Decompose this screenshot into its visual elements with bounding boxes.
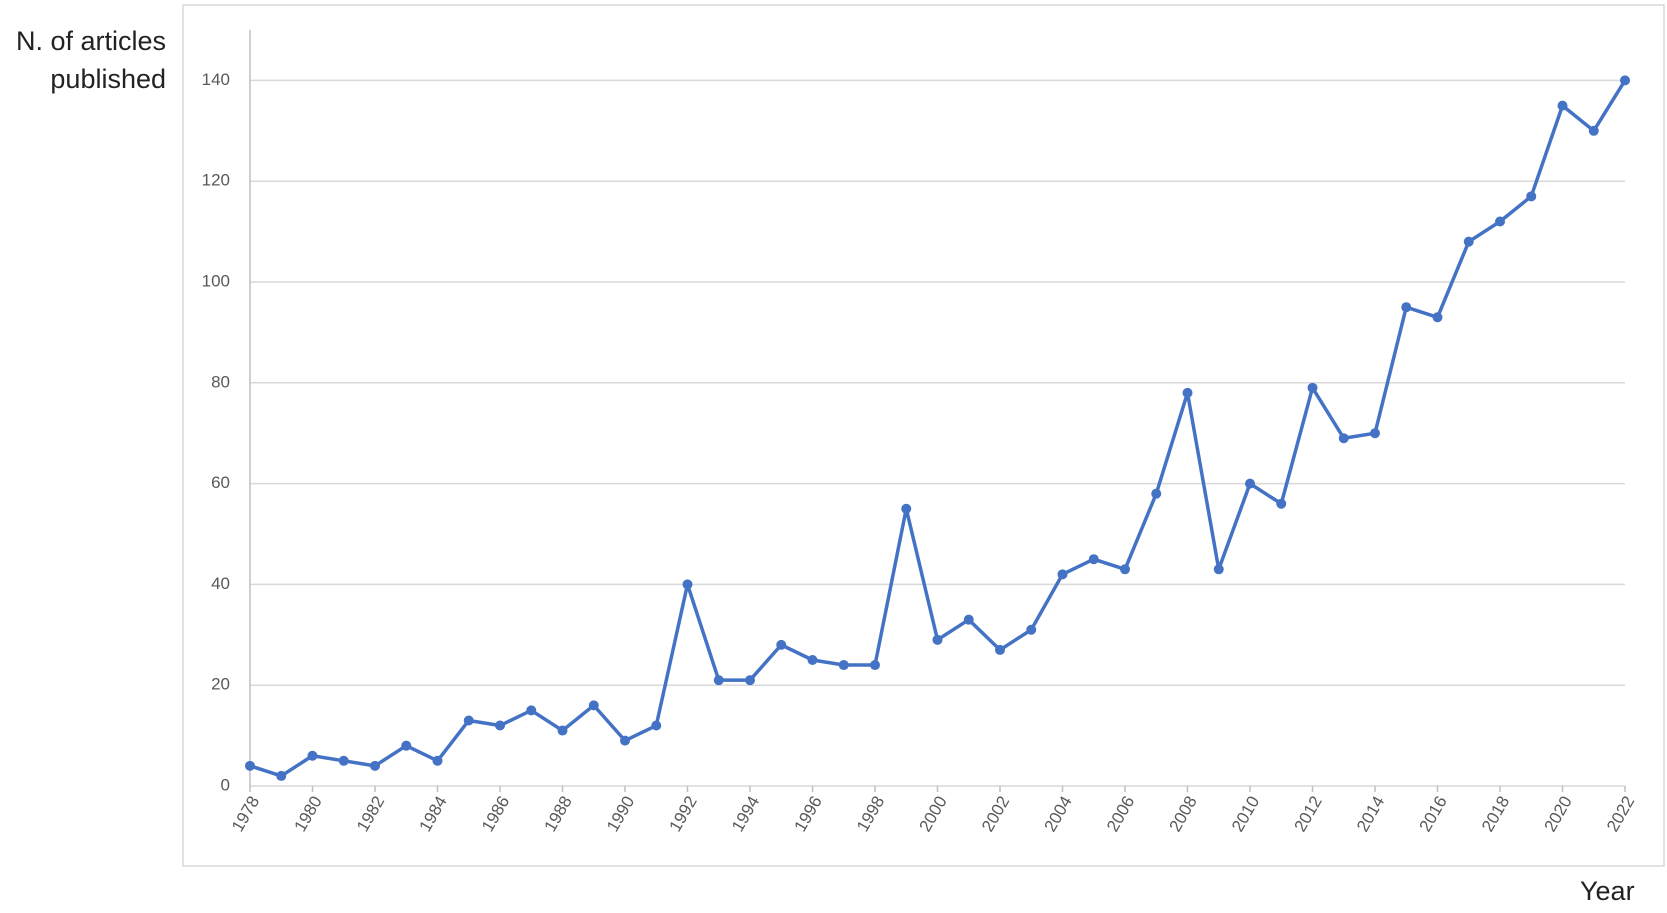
data-point — [838, 660, 849, 671]
series-line — [249, 79, 1627, 778]
x-tick-label: 1978 — [228, 793, 263, 835]
data-point — [1557, 100, 1568, 111]
data-point — [1307, 382, 1318, 393]
data-point — [526, 705, 537, 716]
data-point — [1370, 428, 1380, 439]
data-point — [1495, 216, 1505, 227]
y-tick-label: 100 — [202, 271, 230, 290]
data-point — [463, 715, 474, 726]
x-axis-label: Year — [1580, 876, 1635, 906]
data-point — [682, 579, 693, 590]
data-point — [776, 639, 787, 650]
data-point — [1182, 387, 1193, 398]
data-point — [713, 675, 724, 686]
x-tick-label: 1980 — [290, 793, 325, 835]
data-point — [963, 614, 974, 625]
x-tick-label: 1998 — [853, 793, 888, 835]
data-point — [1401, 302, 1412, 313]
x-tick-label: 1996 — [790, 793, 825, 835]
x-tick-label: 2020 — [1540, 793, 1575, 835]
x-tick-label: 1986 — [478, 793, 513, 835]
data-point — [807, 655, 818, 665]
data-point — [1276, 498, 1287, 509]
data-point — [932, 634, 943, 645]
data-point — [870, 660, 880, 671]
data-point — [1338, 433, 1349, 444]
data-point — [557, 725, 568, 736]
data-point — [307, 750, 318, 761]
data-point — [1526, 191, 1537, 202]
y-tick-label: 0 — [221, 775, 230, 794]
chart-frame — [182, 4, 1665, 867]
x-tick-label: 2022 — [1603, 793, 1638, 835]
data-point — [1432, 312, 1443, 323]
data-point — [1213, 564, 1224, 575]
data-point — [1088, 554, 1099, 565]
data-point — [995, 644, 1005, 655]
y-tick-label: 120 — [202, 171, 230, 190]
data-point — [620, 735, 630, 746]
y-tick-label: 80 — [211, 372, 230, 391]
y-axis-label: N. of articles published — [15, 26, 166, 94]
x-tick-label: 2016 — [1415, 793, 1450, 835]
x-tick-label: 2012 — [1290, 793, 1325, 835]
data-point — [1588, 125, 1599, 136]
x-tick-label: 1990 — [603, 793, 638, 835]
y-tick-label: 40 — [211, 574, 230, 593]
x-tick-label: 1984 — [415, 793, 450, 835]
x-tick-label: 1992 — [665, 793, 700, 835]
data-point — [245, 760, 255, 771]
x-tick-label: 2010 — [1228, 793, 1263, 835]
x-tick-label: 1982 — [353, 793, 388, 835]
data-point — [1057, 569, 1068, 580]
x-tick-label: 2004 — [1040, 793, 1075, 835]
x-tick-label: 1994 — [728, 793, 763, 835]
data-point — [651, 720, 662, 731]
x-tick-label: 2018 — [1478, 793, 1513, 835]
data-point — [495, 720, 505, 731]
x-tick-label: 1988 — [540, 793, 575, 835]
data-point — [338, 755, 349, 766]
data-point — [1463, 236, 1474, 247]
y-tick-label: 60 — [211, 473, 230, 492]
y-tick-label: 20 — [211, 675, 230, 694]
data-point — [1620, 75, 1630, 86]
data-point — [276, 770, 287, 781]
data-point — [1245, 478, 1255, 489]
data-point — [901, 503, 912, 514]
data-point — [370, 760, 380, 771]
x-tick-label: 2008 — [1165, 793, 1200, 835]
data-point — [588, 700, 599, 711]
data-point — [432, 755, 443, 766]
data-point — [1026, 624, 1037, 635]
x-tick-label: 2006 — [1103, 793, 1138, 835]
x-tick-label: 2014 — [1353, 793, 1388, 835]
x-tick-label: 2000 — [915, 793, 950, 835]
data-point — [401, 740, 412, 751]
x-tick-label: 2002 — [978, 793, 1013, 835]
data-point — [745, 675, 755, 686]
data-point — [1120, 564, 1130, 575]
y-tick-label: 140 — [202, 70, 230, 89]
data-point — [1151, 488, 1162, 499]
